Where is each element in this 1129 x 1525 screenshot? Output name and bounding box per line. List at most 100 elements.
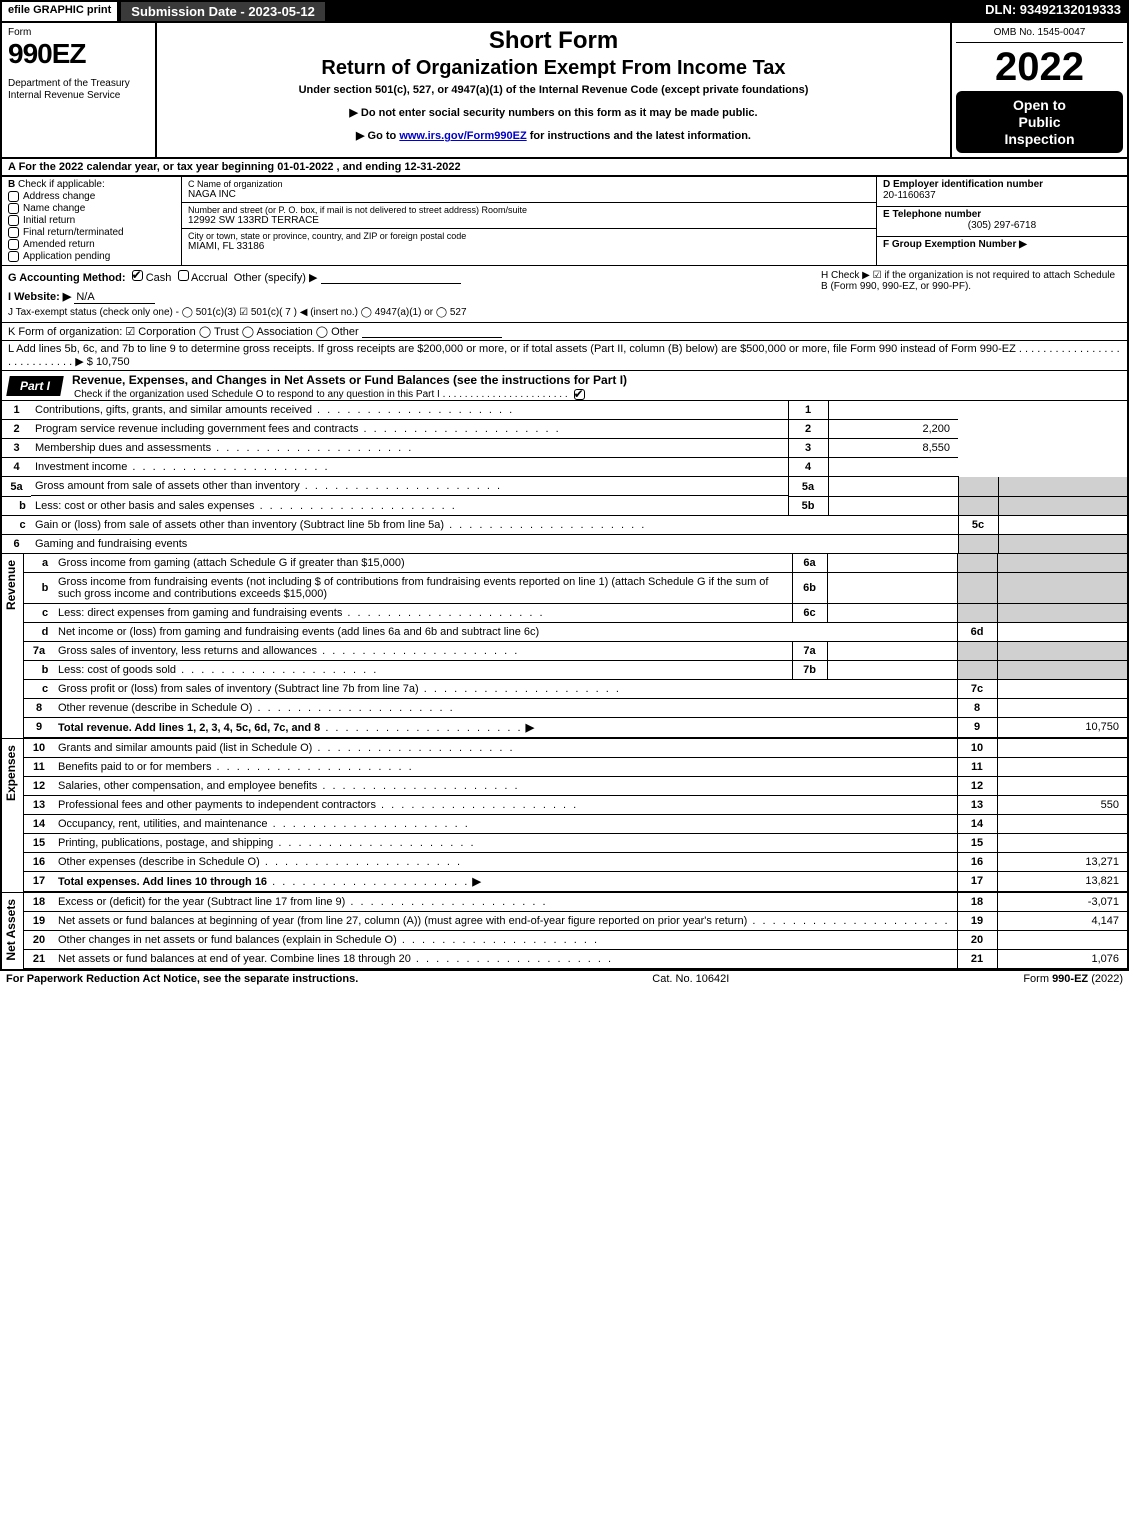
chk-schedule-o[interactable] <box>574 389 585 400</box>
ln7c-rn: 7c <box>957 679 997 698</box>
chk-application-pending-label: Application pending <box>23 251 110 262</box>
ln6c-desc: Less: direct expenses from gaming and fu… <box>58 607 342 619</box>
ln15-num: 15 <box>24 833 54 852</box>
ln1-amt <box>828 401 958 420</box>
ln6c-num: c <box>24 603 54 622</box>
c-addr-caption: Number and street (or P. O. box, if mail… <box>188 205 870 215</box>
page-footer: For Paperwork Reduction Act Notice, see … <box>0 971 1129 987</box>
other-org-blank <box>362 326 502 338</box>
revenue-section: Revenue aGross income from gaming (attac… <box>0 554 1129 739</box>
ln5b-amt-grey <box>998 496 1128 515</box>
ln5b-rn-grey <box>958 496 998 515</box>
ln3-amt: 8,550 <box>828 439 958 458</box>
omb-number: OMB No. 1545-0047 <box>956 27 1123 43</box>
section-b: B Check if applicable: Address change Na… <box>2 177 182 265</box>
other-label: Other (specify) ▶ <box>234 272 318 284</box>
footer-right: Form 990-EZ (2022) <box>1023 973 1123 985</box>
efile-label: efile GRAPHIC print <box>0 0 119 23</box>
ln11-rn: 11 <box>957 757 997 776</box>
ln1-desc: Contributions, gifts, grants, and simila… <box>35 404 312 416</box>
other-specify-blank <box>321 272 461 284</box>
ln6c-amt-grey <box>997 603 1127 622</box>
form-word: Form <box>8 27 149 38</box>
chk-application-pending[interactable] <box>8 251 19 262</box>
ln7b-ival <box>827 660 957 679</box>
ln14-amt <box>997 814 1127 833</box>
ln10-desc: Grants and similar amounts paid (list in… <box>58 742 312 754</box>
ln12-rn: 12 <box>957 776 997 795</box>
ln7a-rn-grey <box>957 641 997 660</box>
chk-cash[interactable] <box>132 270 143 281</box>
ln7b-desc: Less: cost of goods sold <box>58 664 176 676</box>
ln7c-amt <box>997 679 1127 698</box>
ln2-rn: 2 <box>788 420 828 439</box>
org-name: NAGA INC <box>188 189 870 200</box>
ln20-rn: 20 <box>957 930 997 949</box>
line-l-text: L Add lines 5b, 6c, and 7b to line 9 to … <box>8 343 1120 368</box>
line-a: A For the 2022 calendar year, or tax yea… <box>0 159 1129 177</box>
ln14-desc: Occupancy, rent, utilities, and maintena… <box>58 818 268 830</box>
ln11-desc: Benefits paid to or for members <box>58 761 211 773</box>
ln6b-num: b <box>24 572 54 603</box>
ln17-amt: 13,821 <box>997 871 1127 891</box>
chk-final-return[interactable] <box>8 227 19 238</box>
ln7a-ival <box>827 641 957 660</box>
ln9-desc: Total revenue. Add lines 1, 2, 3, 4, 5c,… <box>58 722 320 734</box>
ln7b-num: b <box>24 660 54 679</box>
line-j: J Tax-exempt status (check only one) - ◯… <box>8 307 821 318</box>
ln5b-num: b <box>1 496 31 515</box>
footer-left: For Paperwork Reduction Act Notice, see … <box>6 973 358 985</box>
ln13-amt: 550 <box>997 795 1127 814</box>
ln13-desc: Professional fees and other payments to … <box>58 799 376 811</box>
ln7a-amt-grey <box>997 641 1127 660</box>
ln6d-num: d <box>24 622 54 641</box>
ln16-rn: 16 <box>957 852 997 871</box>
accrual-label: Accrual <box>191 272 228 284</box>
b-label: B <box>8 179 15 190</box>
ln5c-num: c <box>1 515 31 534</box>
ln4-num: 4 <box>1 458 31 477</box>
ln12-num: 12 <box>24 776 54 795</box>
chk-accrual[interactable] <box>178 270 189 281</box>
ln7b-amt-grey <box>997 660 1127 679</box>
chk-name-change[interactable] <box>8 203 19 214</box>
irs-link[interactable]: www.irs.gov/Form990EZ <box>399 130 526 142</box>
ln14-num: 14 <box>24 814 54 833</box>
ln17-num: 17 <box>24 871 54 891</box>
ln7a-iln: 7a <box>792 641 827 660</box>
ln4-amt <box>828 458 958 477</box>
ln6c-iln: 6c <box>792 603 827 622</box>
ln21-amt: 1,076 <box>997 949 1127 968</box>
form-header: Form 990EZ Department of the Treasury In… <box>0 23 1129 159</box>
ln15-desc: Printing, publications, postage, and shi… <box>58 837 273 849</box>
ln20-desc: Other changes in net assets or fund bala… <box>58 934 397 946</box>
ln18-amt: -3,071 <box>997 893 1127 912</box>
ln7a-desc: Gross sales of inventory, less returns a… <box>58 645 317 657</box>
header-right: OMB No. 1545-0047 2022 Open to Public In… <box>952 23 1127 157</box>
ln16-desc: Other expenses (describe in Schedule O) <box>58 856 260 868</box>
chk-initial-return[interactable] <box>8 215 19 226</box>
phone-value: (305) 297-6718 <box>883 220 1121 231</box>
ln9-num: 9 <box>24 717 54 737</box>
ln6b-iln: 6b <box>792 572 827 603</box>
ln3-num: 3 <box>1 439 31 458</box>
chk-amended-return[interactable] <box>8 239 19 250</box>
ln20-amt <box>997 930 1127 949</box>
form-number: 990EZ <box>8 38 149 70</box>
ln7c-desc: Gross profit or (loss) from sales of inv… <box>58 683 419 695</box>
ln16-amt: 13,271 <box>997 852 1127 871</box>
part1-sub: Check if the organization used Schedule … <box>74 389 568 400</box>
ln5c-amt <box>998 515 1128 534</box>
ln8-desc: Other revenue (describe in Schedule O) <box>58 702 252 714</box>
ln14-rn: 14 <box>957 814 997 833</box>
ln5b-desc: Less: cost or other basis and sales expe… <box>35 500 255 512</box>
ln11-amt <box>997 757 1127 776</box>
ln6a-ival <box>827 554 957 573</box>
i-label: I Website: ▶ <box>8 291 71 303</box>
chk-address-change[interactable] <box>8 191 19 202</box>
website-value: N/A <box>74 291 154 304</box>
ln19-num: 19 <box>24 911 54 930</box>
chk-amended-return-label: Amended return <box>23 239 95 250</box>
ln6b-rn-grey <box>957 572 997 603</box>
ln6b-amt-grey <box>997 572 1127 603</box>
